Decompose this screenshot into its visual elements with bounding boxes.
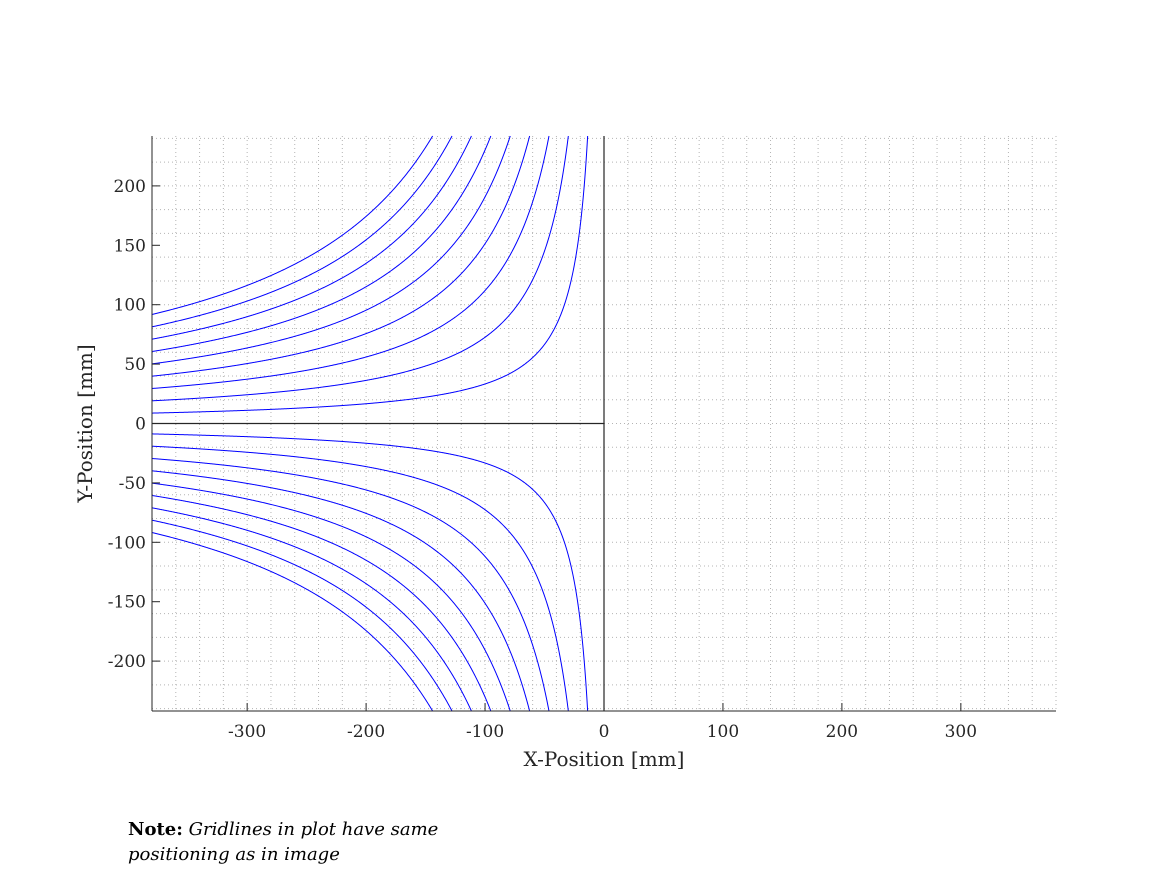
curve-upper-4 — [151, 135, 531, 377]
x-axis-title: X-Position [mm] — [524, 747, 685, 771]
note-label: Note: — [128, 819, 183, 840]
y-tick-label: -150 — [108, 593, 146, 613]
y-tick-labels: -200 -150 -100 -50 0 50 100 150 200 — [108, 177, 146, 672]
curve-upper-2 — [151, 135, 569, 402]
note-line-1: Gridlines in plot have same — [188, 819, 439, 840]
axes-frame — [151, 136, 1056, 712]
curves — [151, 135, 589, 712]
curve-lower-7 — [151, 507, 472, 712]
y-tick-label: -100 — [108, 533, 146, 553]
x-tick-label: 0 — [599, 722, 610, 742]
curve-lower-5 — [151, 482, 511, 712]
curve-lower-6 — [151, 494, 492, 712]
curve-upper-7 — [151, 135, 472, 340]
y-tick-label: 150 — [114, 236, 146, 256]
note-text: Note: Gridlines in plot have same positi… — [128, 817, 488, 867]
y-tick-label: -50 — [119, 474, 146, 494]
curve-lower-9 — [151, 532, 434, 712]
curve-lower-2 — [151, 445, 569, 712]
note-line-2: positioning as in image — [128, 844, 340, 865]
x-tick-label: -300 — [228, 722, 266, 742]
y-tick-label: 0 — [135, 415, 146, 435]
x-tick-label: 200 — [826, 722, 858, 742]
zero-axes — [152, 136, 605, 711]
y-tick-label: 50 — [124, 355, 146, 375]
curve-upper-3 — [151, 135, 550, 389]
curve-upper-1 — [151, 135, 589, 414]
curve-upper-8 — [151, 135, 453, 328]
y-axis-title: Y-Position [mm] — [73, 344, 97, 503]
y-tick-label: 100 — [114, 296, 146, 316]
curve-lower-4 — [151, 470, 531, 712]
x-tick-label: -200 — [347, 722, 385, 742]
curve-lower-3 — [151, 458, 550, 712]
curve-lower-1 — [151, 433, 589, 712]
curve-upper-5 — [151, 135, 511, 365]
x-tick-labels: -300 -200 -100 0 100 200 300 — [228, 722, 977, 742]
x-tick-label: 100 — [707, 722, 739, 742]
y-tick-label: 200 — [114, 177, 146, 197]
x-tick-label: -100 — [466, 722, 504, 742]
curve-lower-8 — [151, 519, 453, 712]
x-tick-label: 300 — [945, 722, 977, 742]
y-tick-label: -200 — [108, 652, 146, 672]
curve-upper-9 — [151, 135, 434, 315]
curve-upper-6 — [151, 135, 492, 353]
